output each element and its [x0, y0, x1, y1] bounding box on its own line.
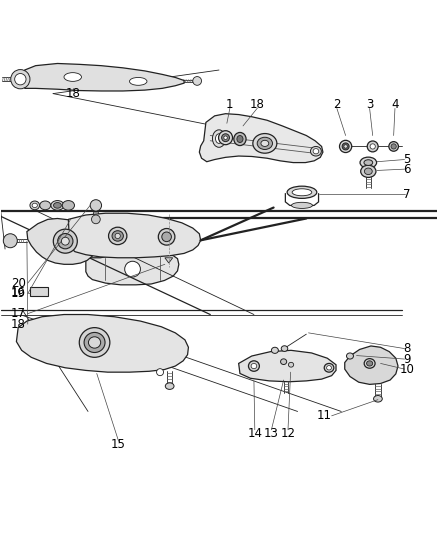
Ellipse shape	[62, 200, 74, 210]
Ellipse shape	[115, 233, 120, 239]
Polygon shape	[25, 63, 184, 91]
Ellipse shape	[288, 362, 293, 367]
Ellipse shape	[272, 348, 279, 353]
Ellipse shape	[374, 395, 382, 402]
Ellipse shape	[389, 142, 399, 151]
Text: 11: 11	[316, 409, 331, 422]
Ellipse shape	[158, 229, 175, 245]
Text: 2: 2	[333, 99, 341, 111]
Ellipse shape	[346, 353, 353, 359]
Text: 12: 12	[280, 427, 296, 440]
Ellipse shape	[360, 165, 376, 177]
Ellipse shape	[391, 144, 396, 149]
Ellipse shape	[287, 186, 317, 198]
Ellipse shape	[291, 203, 312, 208]
Ellipse shape	[30, 201, 39, 210]
FancyBboxPatch shape	[30, 287, 48, 296]
Ellipse shape	[364, 359, 375, 368]
Polygon shape	[165, 258, 173, 263]
Ellipse shape	[281, 346, 288, 351]
Ellipse shape	[219, 131, 233, 144]
Ellipse shape	[248, 361, 259, 372]
Text: 16: 16	[11, 286, 26, 299]
Text: 20: 20	[11, 277, 26, 289]
Polygon shape	[86, 253, 179, 285]
Ellipse shape	[130, 77, 147, 85]
Circle shape	[156, 369, 163, 376]
Text: 17: 17	[11, 307, 26, 320]
Text: 8: 8	[403, 342, 410, 355]
Ellipse shape	[53, 229, 78, 253]
Ellipse shape	[364, 168, 372, 175]
Ellipse shape	[251, 364, 257, 369]
Text: 18: 18	[250, 99, 265, 111]
Ellipse shape	[84, 333, 105, 352]
Ellipse shape	[224, 136, 227, 140]
Ellipse shape	[324, 364, 334, 372]
Ellipse shape	[344, 144, 347, 148]
Circle shape	[14, 74, 26, 85]
Ellipse shape	[237, 135, 243, 142]
Ellipse shape	[32, 203, 37, 207]
Ellipse shape	[162, 232, 171, 241]
Ellipse shape	[61, 237, 69, 245]
Ellipse shape	[261, 140, 269, 147]
Ellipse shape	[281, 359, 287, 365]
Ellipse shape	[253, 134, 277, 153]
Text: 4: 4	[391, 99, 399, 111]
Polygon shape	[239, 350, 336, 382]
Ellipse shape	[109, 227, 127, 245]
Polygon shape	[27, 219, 97, 264]
Ellipse shape	[370, 144, 375, 149]
Text: 5: 5	[403, 153, 410, 166]
Ellipse shape	[212, 130, 226, 147]
Circle shape	[193, 77, 201, 85]
Ellipse shape	[257, 138, 272, 149]
Ellipse shape	[88, 337, 101, 348]
Ellipse shape	[313, 149, 319, 154]
Ellipse shape	[311, 147, 321, 156]
Circle shape	[4, 234, 17, 248]
Ellipse shape	[360, 157, 377, 168]
Ellipse shape	[292, 189, 312, 196]
Polygon shape	[16, 314, 188, 372]
Text: 3: 3	[366, 99, 373, 111]
Ellipse shape	[339, 140, 352, 152]
Ellipse shape	[64, 72, 81, 82]
Text: 18: 18	[65, 87, 80, 100]
Text: 14: 14	[247, 427, 262, 440]
Text: 9: 9	[403, 352, 410, 366]
Text: 1: 1	[226, 99, 233, 111]
Ellipse shape	[234, 133, 246, 146]
Ellipse shape	[364, 160, 373, 165]
Ellipse shape	[215, 134, 223, 143]
Ellipse shape	[165, 383, 174, 390]
Ellipse shape	[367, 141, 378, 152]
Ellipse shape	[53, 203, 61, 208]
Ellipse shape	[367, 361, 373, 366]
Ellipse shape	[40, 201, 51, 210]
Ellipse shape	[112, 231, 124, 241]
Ellipse shape	[51, 200, 64, 210]
Polygon shape	[199, 114, 323, 163]
Text: 19: 19	[11, 287, 26, 300]
Ellipse shape	[342, 143, 349, 150]
Text: 13: 13	[264, 427, 279, 440]
Ellipse shape	[222, 134, 230, 142]
Polygon shape	[68, 213, 201, 258]
Text: 15: 15	[111, 438, 126, 451]
Text: 7: 7	[403, 188, 410, 201]
Text: 10: 10	[399, 362, 414, 376]
Circle shape	[125, 261, 141, 277]
Circle shape	[11, 70, 30, 89]
Circle shape	[90, 200, 102, 211]
Ellipse shape	[327, 366, 332, 370]
Polygon shape	[345, 346, 398, 384]
Ellipse shape	[79, 328, 110, 357]
Text: 18: 18	[11, 318, 26, 330]
Text: 6: 6	[403, 163, 410, 176]
Circle shape	[92, 215, 100, 224]
Ellipse shape	[58, 233, 73, 249]
